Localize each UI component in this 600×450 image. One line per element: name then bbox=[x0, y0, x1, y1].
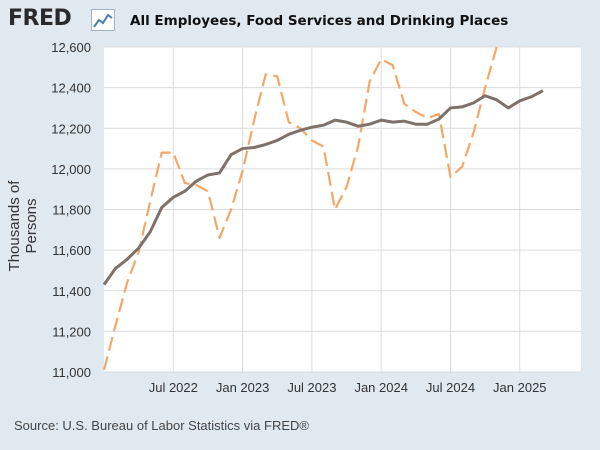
x-tick-label: Jan 2025 bbox=[493, 380, 547, 395]
x-tick-label: Jul 2024 bbox=[426, 380, 475, 395]
y-tick-label: 11,800 bbox=[52, 203, 91, 218]
chart-trend-icon bbox=[91, 9, 115, 31]
y-tick-label: 11,200 bbox=[52, 324, 91, 339]
fred-logo[interactable]: FRED bbox=[8, 6, 72, 31]
y-tick-label: 11,400 bbox=[52, 284, 91, 299]
x-tick-label: Jan 2023 bbox=[216, 380, 270, 395]
gridlines bbox=[104, 46, 581, 373]
x-tick-label: Jul 2023 bbox=[287, 380, 336, 395]
x-tick-label: Jan 2024 bbox=[354, 380, 408, 395]
y-tick-label: 12,600 bbox=[51, 40, 91, 55]
x-axis-ticks: Jul 2022 Jan 2023 Jul 2023 Jan 2024 Jul 2024… bbox=[149, 380, 547, 395]
y-tick-label: 11,000 bbox=[52, 365, 91, 380]
chart-title: All Employees, Food Services and Drinkin… bbox=[130, 13, 509, 29]
series-line-not-seasonally-adjusted[interactable] bbox=[102, 46, 498, 371]
series-line-seasonally-adjusted[interactable] bbox=[102, 89, 544, 286]
series-lines bbox=[102, 46, 544, 371]
source-note: Source: U.S. Bureau of Labor Statistics … bbox=[14, 418, 309, 433]
y-tick-label: 12,400 bbox=[51, 81, 91, 96]
y-tick-label: 12,200 bbox=[51, 121, 91, 136]
y-tick-label: 12,000 bbox=[51, 162, 91, 177]
y-axis-label: Thousands of Persons bbox=[6, 180, 40, 272]
y-axis-ticks: 11,000 11,200 11,400 11,600 11,800 12,000 12,2… bbox=[51, 40, 91, 380]
y-tick-label: 11,600 bbox=[52, 243, 91, 258]
x-tick-label: Jul 2022 bbox=[149, 380, 198, 395]
